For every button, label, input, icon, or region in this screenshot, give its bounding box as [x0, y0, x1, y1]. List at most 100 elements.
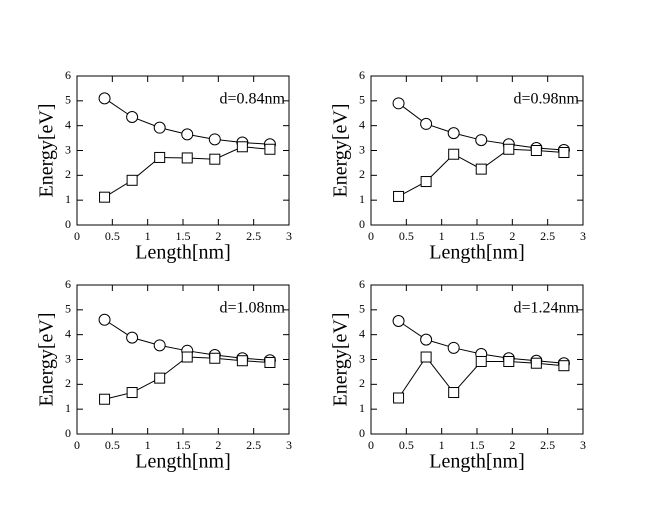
y-tick-label: 4 [65, 117, 71, 131]
square-marker [209, 352, 221, 364]
x-tick-label: 3 [286, 229, 292, 243]
x-tick-label: 0.5 [399, 438, 414, 452]
y-tick-label: 3 [359, 142, 365, 156]
x-tick-label: 1.5 [176, 229, 191, 243]
x-tick-label: 1.5 [176, 438, 191, 452]
circle-marker [392, 315, 405, 328]
x-tick-label: 3 [286, 438, 292, 452]
x-axis-label: Length[nm] [135, 242, 231, 264]
circle-marker [447, 341, 460, 354]
x-axis-label: Length[nm] [135, 451, 231, 473]
x-tick-label: 2.5 [246, 438, 261, 452]
y-tick-label: 6 [65, 68, 71, 82]
circle-marker [208, 133, 221, 146]
y-tick-label: 0 [359, 426, 365, 440]
x-tick-label: 1.5 [470, 438, 485, 452]
square-marker [126, 174, 138, 186]
square-marker [181, 351, 193, 363]
square-marker [530, 145, 542, 156]
x-tick-label: 1 [145, 438, 151, 452]
y-tick-label: 2 [359, 376, 365, 390]
square-marker [448, 148, 460, 160]
y-tick-label: 0 [65, 426, 71, 440]
square-marker [503, 355, 515, 367]
x-tick-label: 0 [368, 438, 374, 452]
square-marker [99, 191, 111, 203]
circle-marker [126, 331, 139, 344]
x-tick-label: 0.5 [105, 229, 120, 243]
x-tick-label: 3 [580, 438, 586, 452]
y-tick-label: 1 [359, 401, 365, 415]
y-tick-label: 0 [65, 217, 71, 231]
x-axis-label: Length[nm] [429, 451, 525, 473]
x-tick-label: 2.5 [246, 229, 261, 243]
square-marker [558, 360, 570, 372]
y-tick-label: 6 [359, 277, 365, 291]
x-tick-label: 2 [215, 438, 221, 452]
x-tick-label: 0.5 [399, 229, 414, 243]
x-tick-label: 1.5 [470, 229, 485, 243]
y-tick-label: 5 [65, 93, 71, 107]
x-tick-label: 3 [580, 229, 586, 243]
x-tick-label: 1 [145, 229, 151, 243]
x-tick-label: 2 [509, 438, 515, 452]
x-tick-label: 2.5 [540, 438, 555, 452]
annotation: d=0.98nm [514, 91, 580, 108]
square-marker [181, 152, 193, 164]
square-marker [420, 351, 432, 363]
square-marker [420, 176, 432, 188]
circle-marker [420, 117, 433, 130]
circle-marker [447, 127, 460, 140]
circle-marker [153, 121, 166, 134]
y-tick-label: 4 [359, 117, 365, 131]
x-tick-label: 2 [509, 229, 515, 243]
circle-marker [153, 339, 166, 352]
y-tick-label: 1 [65, 401, 71, 415]
y-tick-label: 3 [359, 351, 365, 365]
y-tick-label: 0 [359, 217, 365, 231]
y-tick-label: 4 [359, 326, 365, 340]
square-marker [236, 355, 248, 367]
circle-marker [392, 97, 405, 110]
annotation: d=1.08nm [220, 300, 286, 317]
x-tick-label: 1 [439, 438, 445, 452]
x-tick-label: 0 [368, 229, 374, 243]
annotation: d=1.24nm [514, 300, 580, 317]
square-marker [154, 151, 166, 163]
y-tick-label: 5 [359, 93, 365, 107]
square-marker [475, 163, 487, 175]
y-tick-label: 6 [359, 68, 365, 82]
square-marker [209, 153, 221, 165]
square-marker [99, 393, 111, 405]
circle-marker [126, 110, 139, 123]
square-marker [475, 355, 487, 367]
y-axis-label: Energy[eV] [330, 312, 352, 406]
x-tick-label: 1 [439, 229, 445, 243]
square-marker [264, 356, 276, 368]
y-axis-label: Energy[eV] [36, 312, 58, 406]
y-tick-label: 4 [65, 326, 71, 340]
x-axis-label: Length[nm] [429, 242, 525, 264]
x-tick-label: 0 [74, 438, 80, 452]
y-axis-label: Energy[eV] [330, 103, 352, 197]
circle-marker [420, 333, 433, 346]
square-marker [393, 190, 405, 202]
y-tick-label: 3 [65, 351, 71, 365]
annotation: d=0.84nm [220, 91, 286, 108]
circle-marker [98, 313, 111, 326]
y-axis-label: Energy[eV] [36, 103, 58, 197]
x-tick-label: 0 [74, 229, 80, 243]
square-marker [503, 143, 515, 155]
square-marker [236, 141, 248, 153]
y-tick-label: 2 [359, 167, 365, 181]
y-tick-label: 5 [359, 302, 365, 316]
square-marker [154, 372, 166, 384]
square-marker [126, 387, 138, 399]
y-tick-label: 1 [359, 192, 365, 206]
y-tick-label: 1 [65, 192, 71, 206]
square-marker [530, 357, 542, 369]
y-tick-label: 2 [65, 167, 71, 181]
y-tick-label: 2 [65, 376, 71, 390]
y-tick-label: 3 [65, 142, 71, 156]
